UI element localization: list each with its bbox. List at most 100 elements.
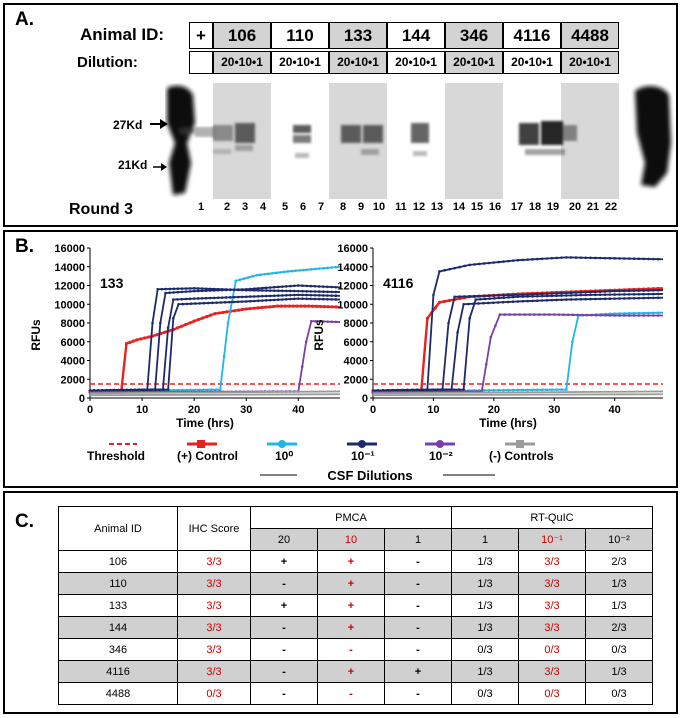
cell-rt-quic-10-1: 0/3 (518, 638, 586, 661)
data-point (301, 293, 304, 297)
panel-b-label: B. (15, 236, 34, 257)
y-tick-label: 16000 (54, 243, 85, 255)
data-point (156, 287, 160, 291)
data-point (166, 388, 170, 391)
data-point (409, 388, 413, 392)
data-point (240, 295, 244, 299)
data-point (176, 298, 179, 301)
lane-number: 8 (339, 201, 347, 213)
data-point (603, 297, 607, 301)
header-animal-id: Animal ID (58, 506, 178, 551)
data-point (142, 388, 145, 392)
data-point (574, 298, 578, 301)
data-point (248, 306, 252, 311)
data-point (560, 388, 563, 391)
lane-number: 11 (395, 201, 407, 213)
data-point (228, 296, 232, 299)
animal-id-cell: 346 (445, 22, 503, 49)
data-point (462, 388, 465, 391)
data-point (200, 289, 204, 293)
data-point (632, 257, 636, 260)
data-point (603, 290, 607, 293)
data-point (238, 278, 242, 281)
data-point (552, 313, 556, 316)
data-point (197, 388, 201, 392)
data-point (330, 285, 333, 289)
cell-rt-quic-1: 1/3 (451, 594, 519, 617)
data-point (268, 305, 272, 309)
cell-pmca-1: + (384, 660, 452, 683)
data-point (618, 257, 621, 260)
data-point (560, 294, 563, 297)
data-point (180, 290, 184, 294)
data-point (305, 290, 308, 293)
data-point (305, 284, 308, 288)
data-point (232, 295, 236, 299)
data-point (188, 290, 192, 293)
legend: Threshold (+) Control 10⁰ 10⁻¹ 10⁻² (-) Contr… (87, 440, 554, 483)
positive-control-dilution-cell (189, 51, 213, 74)
data-point (447, 298, 452, 303)
results-table: Animal ID IHC Score PMCA RT-QuIC 20 10 1… (58, 506, 653, 705)
data-point (184, 297, 188, 301)
data-point (260, 294, 264, 298)
data-point (484, 362, 488, 366)
cell-ihc-score: 3/3 (177, 572, 251, 595)
data-point (599, 313, 603, 317)
data-point (502, 388, 505, 392)
data-point (232, 309, 237, 313)
data-point (256, 299, 260, 303)
data-point (521, 295, 525, 298)
data-point (613, 293, 616, 296)
data-point (101, 389, 104, 392)
data-point (477, 302, 480, 305)
lane-number: 21 (586, 201, 600, 213)
y-tick-label: 10000 (54, 299, 85, 311)
data-point (285, 294, 288, 297)
data-point (448, 388, 451, 392)
data-point (656, 296, 660, 300)
data-point (637, 292, 641, 296)
data-point (210, 388, 214, 391)
x-tick-label: 20 (188, 404, 200, 416)
series-line-d0 (372, 311, 664, 393)
data-point (627, 297, 631, 300)
data-point (206, 301, 210, 305)
cell-rt-quic-1: 1/3 (451, 660, 519, 683)
cell-pmca-1: - (384, 616, 452, 639)
data-point (516, 388, 520, 392)
blot-image (165, 83, 675, 199)
lane-number: 3 (241, 201, 249, 213)
header-rt-quic: RT-QuIC (451, 506, 653, 529)
data-point (264, 294, 268, 298)
data-point (574, 256, 578, 259)
data-point (550, 256, 554, 260)
table-row: 346 3/3- - -0/3 0/3 0/3 (58, 638, 653, 661)
data-point (652, 296, 655, 300)
data-point (618, 314, 621, 317)
dilution-cell: 20•10•1 (445, 51, 503, 74)
data-point (507, 388, 510, 392)
data-point (502, 260, 505, 263)
data-point (613, 312, 616, 315)
data-point (462, 302, 465, 306)
data-point (511, 259, 515, 262)
data-point (146, 388, 149, 392)
data-point (297, 289, 300, 293)
data-point (613, 297, 616, 300)
animal-id-label: Animal ID: (80, 25, 165, 44)
data-point (289, 284, 292, 288)
marker-21kd-arrow-icon (153, 159, 167, 171)
data-point (613, 289, 616, 293)
y-tick-label: 2000 (61, 374, 85, 386)
data-point (584, 293, 587, 297)
data-point (656, 314, 660, 317)
cell-rt-quic-10-2: 2/3 (585, 616, 653, 639)
legend-positive-marker (197, 440, 205, 448)
data-point (297, 293, 300, 297)
x-axis-label: Time (hrs) (176, 416, 234, 430)
data-point (318, 320, 321, 323)
cell-rt-quic-10-2: 2/3 (585, 550, 653, 573)
y-tick-label: 8000 (344, 318, 368, 330)
